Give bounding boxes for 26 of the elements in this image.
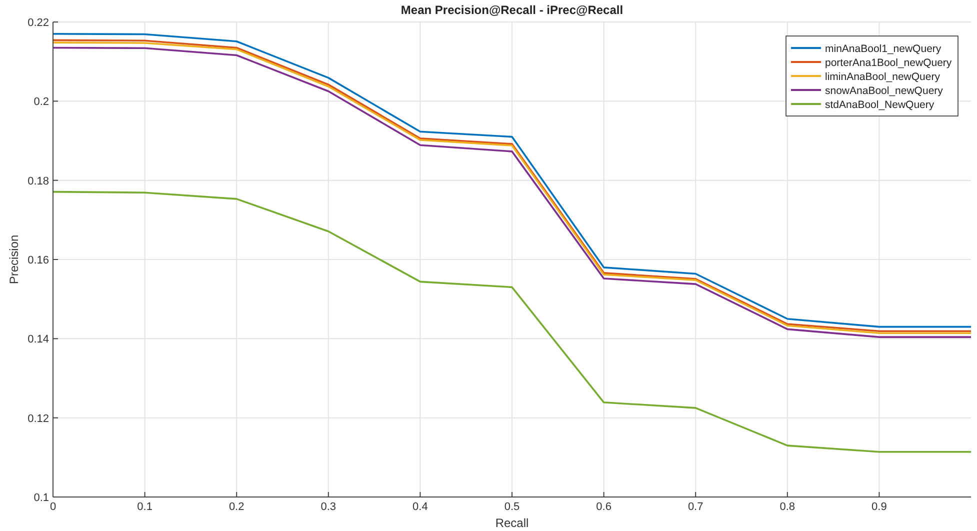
y-tick-label: 0.12	[28, 412, 49, 425]
y-tick-label: 0.14	[28, 334, 49, 346]
y-tick-label: 0.18	[28, 175, 49, 188]
x-tick-label: 0.7	[688, 501, 704, 513]
x-tick-label: 0.1	[137, 501, 152, 513]
x-tick-label: 0.2	[228, 501, 244, 513]
chart-title: Mean Precision@Recall - iPrec@Recall	[400, 3, 624, 17]
x-tick-label: 0.5	[504, 501, 520, 513]
y-tick-label: 0.2	[34, 96, 49, 108]
x-tick-label: 0.4	[412, 501, 428, 513]
x-tick-label: 0.9	[872, 501, 887, 513]
legend-label: porterAna1Bool_newQuery	[825, 57, 952, 69]
x-tick-label: 0.8	[780, 501, 796, 513]
x-tick-label: 0.6	[596, 501, 612, 513]
legend-label: stdAnaBool_NewQuery	[825, 99, 935, 111]
y-tick-label: 0.1	[34, 492, 49, 504]
legend-label: minAnaBool1_newQuery	[825, 43, 942, 55]
line-series	[52, 190, 972, 453]
x-tick-label: 0.3	[320, 501, 336, 513]
y-tick-label: 0.22	[28, 17, 49, 29]
legend-label: snowAnaBool_newQuery	[825, 85, 944, 97]
x-tick-label: 0	[50, 501, 56, 513]
legend-label: liminAnaBool_newQuery	[825, 71, 941, 83]
y-tick-label: 0.16	[28, 254, 49, 266]
x-axis-title: Recall	[495, 516, 529, 530]
y-axis-title: Precision	[7, 234, 21, 284]
